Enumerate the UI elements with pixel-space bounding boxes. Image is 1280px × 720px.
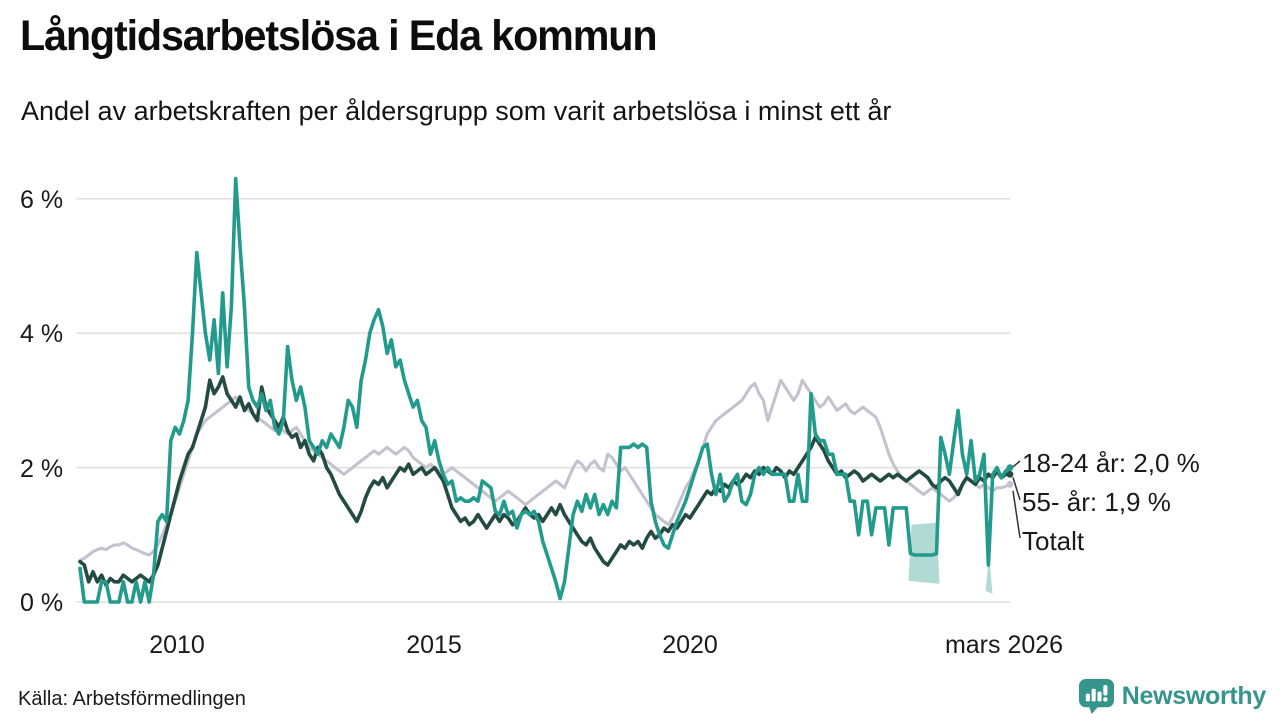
- series-end-label-totalt: Totalt: [1022, 526, 1085, 556]
- y-tick-label-0: 0 %: [20, 589, 64, 617]
- source-note: Källa: Arbetsförmedlingen: [18, 688, 246, 710]
- series-end-label-18-24: 18-24 år: 2,0 %: [1022, 448, 1200, 478]
- chart-title: Långtidsarbetslösa i Eda kommun: [20, 12, 658, 60]
- x-tick-label-2020: 2020: [662, 631, 718, 659]
- y-tick-label-6: 6 %: [20, 186, 64, 214]
- newsworthy-wordmark: Newsworthy: [1121, 682, 1267, 710]
- series-end-label-55: 55- år: 1,9 %: [1022, 487, 1171, 517]
- x-tick-label-2010: 2010: [149, 631, 205, 659]
- x-tick-label-mars-2026: mars 2026: [944, 631, 1064, 659]
- newsworthy-bubble-chart-icon: [1078, 678, 1115, 715]
- chart-subtitle: Andel av arbetskraften per åldersgrupp s…: [21, 96, 892, 126]
- x-tick-label-2015: 2015: [406, 631, 462, 659]
- y-tick-label-2: 2 %: [20, 455, 64, 483]
- y-tick-label-4: 4 %: [20, 320, 64, 348]
- newsworthy-logo: Newsworthy: [1078, 678, 1266, 715]
